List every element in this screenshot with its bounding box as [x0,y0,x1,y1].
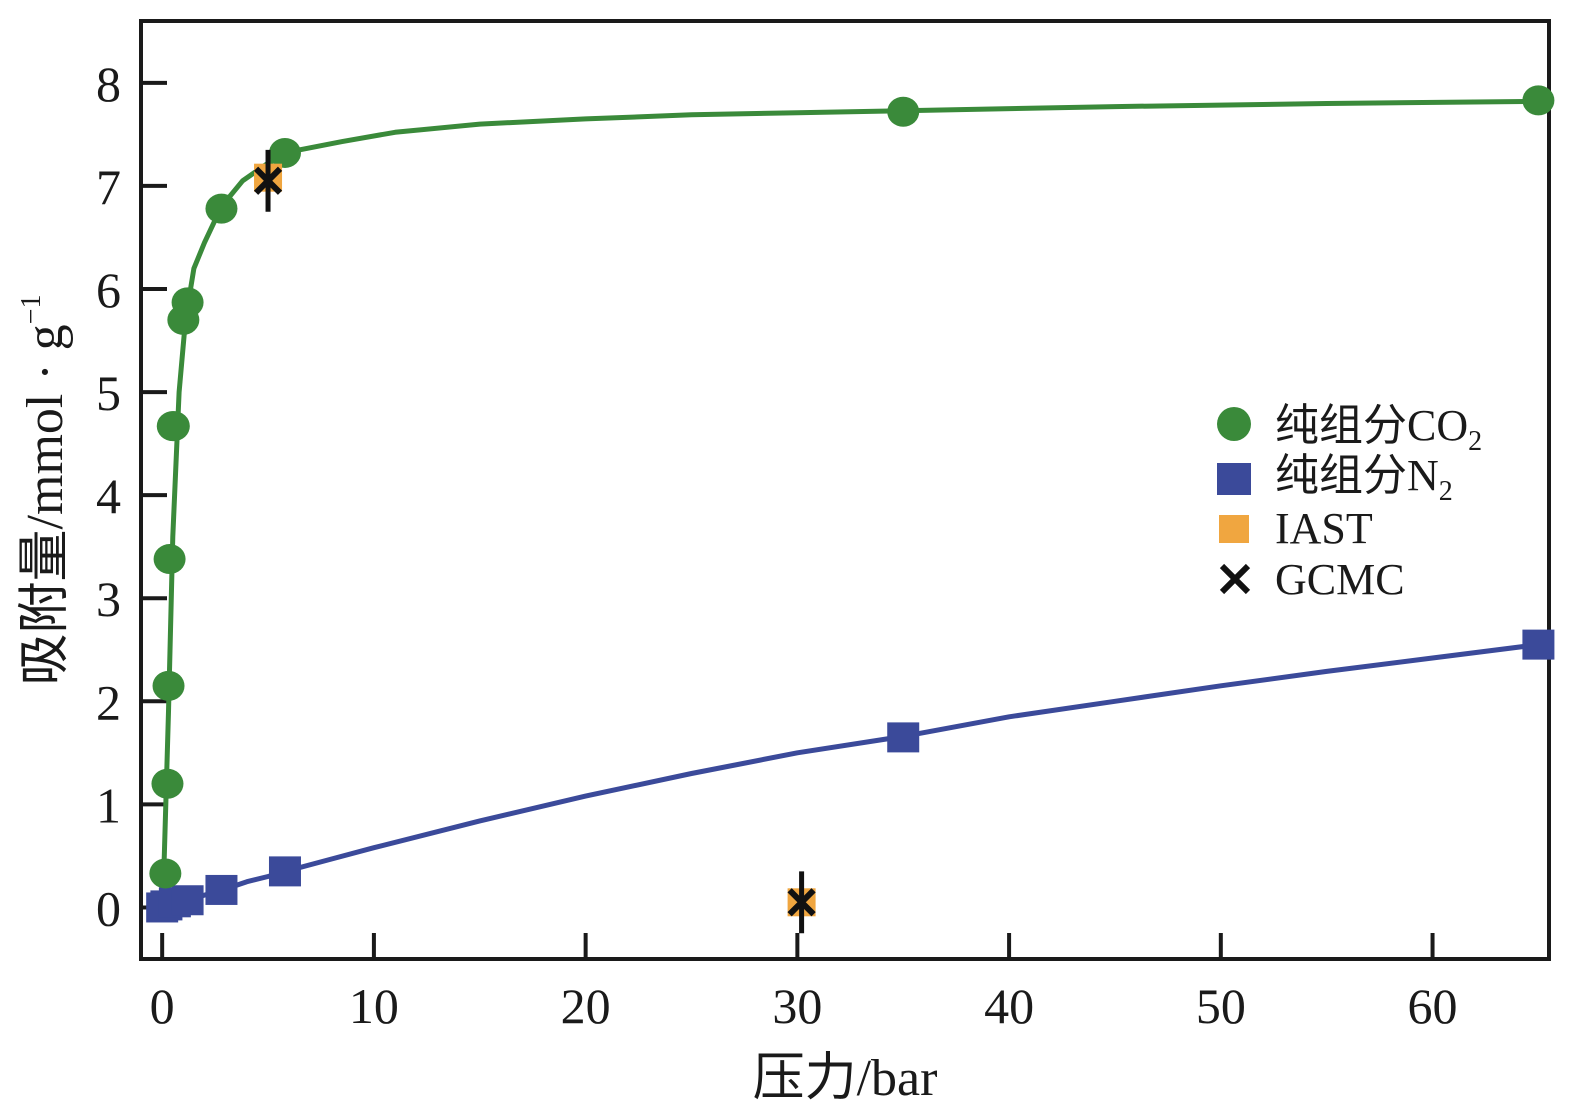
legend-item-gcmc: GCMC [1219,555,1405,604]
legend-label-gcmc: GCMC [1275,555,1405,604]
y-tick-label: 0 [96,880,121,936]
x-axis-label: 压力/bar [753,1050,938,1107]
co2-data-point [152,670,185,701]
co2-data-point [149,858,182,889]
legend-item-iast: IAST [1219,504,1373,553]
x-tick-label: 0 [150,978,175,1034]
x-tick-label: 50 [1196,978,1246,1034]
x-tick-label: 10 [349,978,399,1034]
y-tick-label: 4 [96,468,121,524]
data-markers [146,85,1555,934]
y-axis-title: 吸附量/mmol · g−1 [16,295,74,686]
co2-data-point [887,96,920,127]
y-tick-label: 2 [96,674,121,730]
n2-data-point [205,874,238,905]
legend-square-marker [1219,515,1249,543]
n2-data-point [268,856,301,887]
y-axis-ticks: 0 1 2 3 4 5 6 7 8 [96,56,167,936]
x-axis-title: 压力/bar [753,1050,938,1107]
y-tick-label: 6 [96,262,121,318]
n2-data-point [887,722,920,753]
y-axis-label: 吸附量/mmol · g [17,324,74,685]
legend-item-co2: 纯组分CO2 [1217,401,1482,457]
legend-circle-marker [1217,407,1251,441]
co2-data-point [1522,85,1555,116]
co2-data-point [151,768,184,799]
legend-label-co2: 纯组分CO [1275,401,1468,450]
n2-data-point [171,885,204,916]
x-tick-label: 20 [561,978,611,1034]
n2-data-point [1522,629,1555,660]
co2-data-point [268,137,301,168]
y-tick-label: 3 [96,571,121,627]
x-tick-label: 60 [1408,978,1458,1034]
fit-curve-n2 [161,642,1539,910]
legend-item-n2: 纯组分N2 [1217,451,1453,507]
legend-label-n2: 纯组分N [1275,451,1439,500]
y-tick-label: 7 [96,159,121,215]
gcmc-data-point [787,888,816,917]
x-axis-ticks: 0 10 20 30 40 50 60 [150,933,1458,1034]
x-tick-label: 30 [772,978,822,1034]
legend-x-marker [1219,563,1251,595]
x-tick-label: 40 [984,978,1034,1034]
legend: 纯组分CO2 纯组分N2 IAST GCMC [1217,401,1482,604]
y-tick-label: 8 [96,56,121,112]
y-axis-label-exponent: −1 [16,295,47,325]
y-tick-label: 1 [96,777,121,833]
legend-label-iast: IAST [1275,504,1373,553]
legend-label-co2-subscript: 2 [1468,426,1482,457]
svg-text:吸附量/mmol · g−1: 吸附量/mmol · g−1 [16,295,74,686]
co2-data-point [205,193,238,224]
legend-square-marker [1217,463,1251,495]
plot-frame [139,19,1551,961]
co2-data-point [153,544,186,575]
y-tick-label: 5 [96,365,121,421]
svg-text:纯组分N2: 纯组分N2 [1275,451,1453,507]
co2-data-point [157,411,190,442]
svg-text:纯组分CO2: 纯组分CO2 [1275,401,1482,457]
legend-label-n2-subscript: 2 [1439,476,1453,507]
gcmc-data-point [253,166,283,195]
co2-data-point [171,287,204,318]
